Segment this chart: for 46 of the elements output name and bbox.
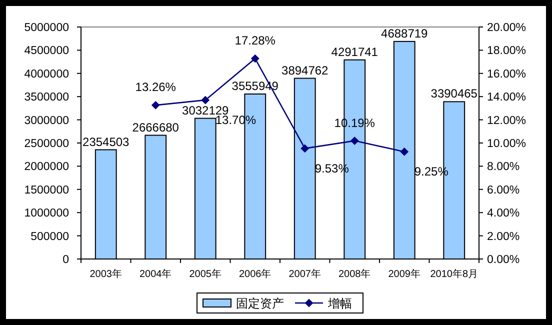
point [300,144,309,152]
y2-tick-label: 20.00% [487,22,526,34]
data-label: 2354503 [82,134,130,149]
y2-tick-label: 4.00% [487,208,520,220]
y2-tick-label: 2.00% [487,230,520,243]
y-tick-label: 2500000 [24,138,69,150]
legend-label: 固定资产 [236,296,284,310]
y-tick-label: 2000000 [24,161,69,174]
x-tick-label: 2010年8月 [430,268,478,280]
data-label: 17.28% [234,34,276,48]
data-label: 3390465 [430,86,478,101]
y2-tick-label: 10.00% [487,138,526,150]
data-label: 3894762 [282,63,329,78]
y2-tick-label: 12.00% [487,114,526,127]
y2-tick-label: 14.00% [487,92,526,104]
y-tick-label: 1500000 [24,184,69,196]
data-label: 2666680 [132,120,180,134]
y-tick-label: 5000000 [24,22,69,34]
point [201,96,210,104]
x-tick-label: 2008年 [338,268,371,280]
x-tick-label: 2009年 [388,268,420,280]
x-tick-label: 2004年 [140,268,172,280]
y-tick-label: 500000 [30,230,69,243]
y2-tick-label: 18.00% [487,45,526,58]
y-tick-label: 1000000 [24,208,69,220]
x-tick-label: 2003年 [90,268,122,280]
point [251,54,260,63]
data-label: 4688719 [381,26,428,40]
x-tick-label: 2005年 [189,268,222,280]
y2-tick-label: 16.00% [487,68,526,80]
y2-tick-label: 8.00% [487,161,520,174]
point [350,136,359,145]
y-tick-label: 0 [62,254,69,266]
y-tick-label: 4000000 [24,68,69,80]
y-tick-label: 3500000 [24,92,69,104]
y-tick-label: 4500000 [24,45,69,58]
y-tick-label: 3000000 [24,114,69,127]
data-label: 4291741 [331,44,378,59]
data-label: 13.26% [135,80,176,94]
y2-tick-label: 0.00% [487,254,520,266]
point [152,101,160,110]
point [400,148,408,156]
x-tick-label: 2006年 [239,268,272,280]
legend-label: 增幅 [327,296,352,310]
x-tick-label: 2007年 [288,268,321,280]
y2-tick-label: 6.00% [487,184,520,196]
